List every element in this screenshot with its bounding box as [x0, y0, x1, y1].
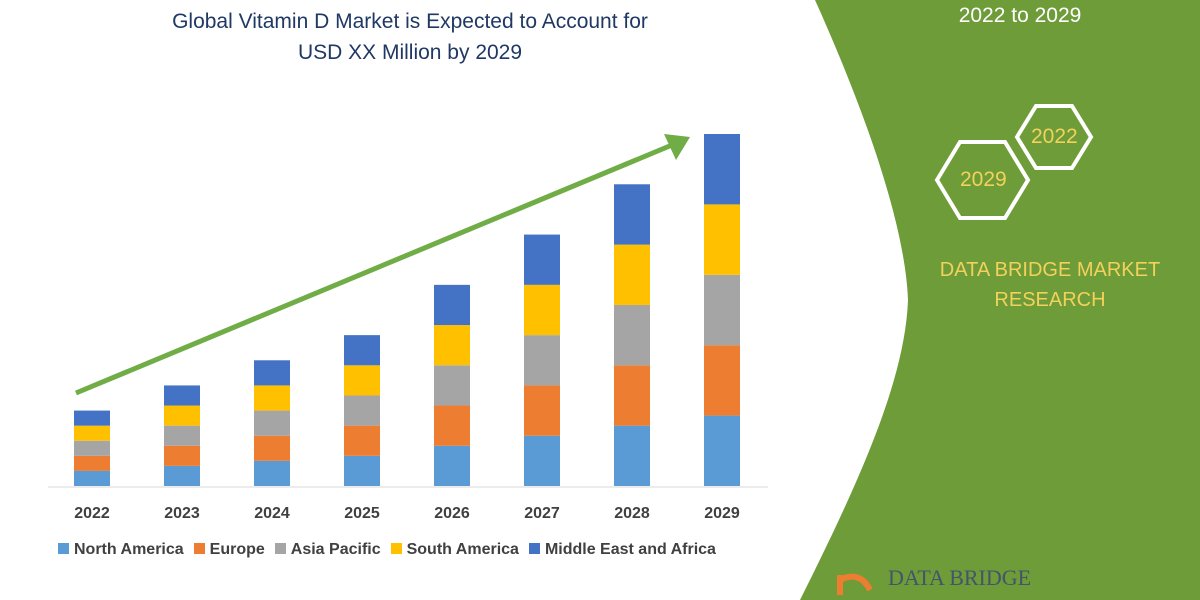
- bar-segment-2027-asia-pacific: [524, 335, 560, 386]
- chart-title: Global Vitamin D Market is Expected to A…: [110, 6, 710, 68]
- bar-segment-2029-south-america: [704, 204, 740, 275]
- bar-segment-2023-asia-pacific: [164, 425, 200, 446]
- bar-segment-2024-europe: [254, 435, 290, 461]
- x-tick-label: 2025: [344, 505, 380, 522]
- legend-swatch: [58, 543, 69, 554]
- hexagon-2022: [1014, 104, 1094, 170]
- brand-line-1: DATA BRIDGE MARKET: [939, 259, 1161, 281]
- bar-segment-2025-south-america: [344, 365, 380, 396]
- bar-segment-2028-asia-pacific: [614, 304, 650, 366]
- trend-arrow-head-icon: [664, 134, 690, 160]
- x-tick-label: 2029: [704, 505, 740, 522]
- bar-segment-2029-asia-pacific: [704, 274, 740, 346]
- legend-item: Middle East and Africa: [528, 541, 716, 559]
- bar-segment-2026-north-america: [434, 445, 470, 486]
- bar-segment-2026-europe: [434, 405, 470, 446]
- hex-label-2022: 2022: [1031, 125, 1078, 148]
- hexagon-2029: [934, 140, 1031, 220]
- x-tick-label: 2026: [434, 505, 470, 522]
- bar-segment-2028-middle-east-and-africa: [614, 184, 650, 245]
- legend-item: South America: [390, 541, 519, 559]
- legend-item: Europe: [193, 541, 265, 559]
- bar-segment-2025-europe: [344, 425, 380, 456]
- bar-segment-2026-asia-pacific: [434, 365, 470, 406]
- bar-segment-2025-north-america: [344, 455, 380, 486]
- logo-icon: [837, 573, 873, 595]
- x-tick-label: 2027: [524, 505, 560, 522]
- bar-segment-2028-north-america: [614, 425, 650, 486]
- x-tick-label: 2022: [74, 505, 110, 522]
- legend-swatch: [528, 543, 540, 554]
- bar-segment-2027-north-america: [524, 435, 560, 486]
- legend-label: Europe: [209, 541, 265, 558]
- bar-segment-2025-asia-pacific: [344, 395, 380, 426]
- trend-arrow-line: [75, 142, 673, 396]
- logo-text: DATA BRIDGE: [888, 565, 1032, 590]
- legend-label: South America: [406, 541, 519, 558]
- bar-segment-2022-south-america: [74, 425, 110, 441]
- bar-segment-2027-europe: [524, 385, 560, 436]
- bar-segment-2028-south-america: [614, 244, 650, 305]
- legend-swatch: [274, 543, 286, 554]
- bar-segment-2025-middle-east-and-africa: [344, 335, 380, 366]
- bar-segment-2023-middle-east-and-africa: [164, 385, 200, 406]
- bar-segment-2023-europe: [164, 445, 200, 466]
- brand-line-2: RESEARCH: [994, 289, 1106, 311]
- bar-segment-2024-asia-pacific: [254, 410, 290, 436]
- bar-segment-2026-south-america: [434, 325, 470, 366]
- legend-swatch: [390, 543, 402, 554]
- bar-segment-2022-north-america: [74, 470, 110, 486]
- bar-segment-2029-north-america: [704, 415, 740, 486]
- bar-segment-2022-asia-pacific: [74, 440, 110, 456]
- bar-segment-2028-europe: [614, 365, 650, 426]
- bar-segment-2024-north-america: [254, 460, 290, 486]
- stacked-bar-chart: 2022 2023 2024 2025 2026 2027 2028 2029: [48, 134, 768, 522]
- bar-segment-2024-south-america: [254, 385, 290, 411]
- year-range: 2022 to 2029: [958, 4, 1082, 27]
- legend-item: North America: [58, 541, 184, 559]
- bar-segment-2023-north-america: [164, 465, 200, 486]
- title-line-2: USD XX Million by 2029: [297, 41, 523, 64]
- bar-segment-2024-middle-east-and-africa: [254, 360, 290, 386]
- x-tick-label: 2028: [614, 505, 650, 522]
- hex-label-2029: 2029: [960, 168, 1007, 191]
- legend-item: Asia Pacific: [274, 541, 381, 559]
- legend-label: Asia Pacific: [290, 541, 381, 558]
- bar-segment-2026-middle-east-and-africa: [434, 284, 470, 326]
- bar-segment-2027-middle-east-and-africa: [524, 234, 560, 285]
- bar-segment-2023-south-america: [164, 405, 200, 426]
- legend-label: North America: [74, 541, 184, 558]
- legend-swatch: [193, 543, 205, 554]
- bar-segment-2022-europe: [74, 455, 110, 471]
- brand-text: DATA BRIDGE MARKET RESEARCH: [900, 255, 1200, 315]
- bar-segment-2022-middle-east-and-africa: [74, 410, 110, 426]
- green-panel: [800, 0, 1200, 600]
- bar-segment-2027-south-america: [524, 284, 560, 336]
- x-tick-label: 2023: [164, 505, 200, 522]
- x-tick-label: 2024: [254, 505, 290, 522]
- legend-label: Middle East and Africa: [544, 541, 716, 558]
- bar-segment-2029-middle-east-and-africa: [704, 134, 740, 205]
- legend: North America Europe Asia Pacific South Ame…: [58, 541, 716, 559]
- title-line-1: Global Vitamin D Market is Expected to A…: [172, 10, 648, 33]
- bar-segment-2029-europe: [704, 345, 740, 416]
